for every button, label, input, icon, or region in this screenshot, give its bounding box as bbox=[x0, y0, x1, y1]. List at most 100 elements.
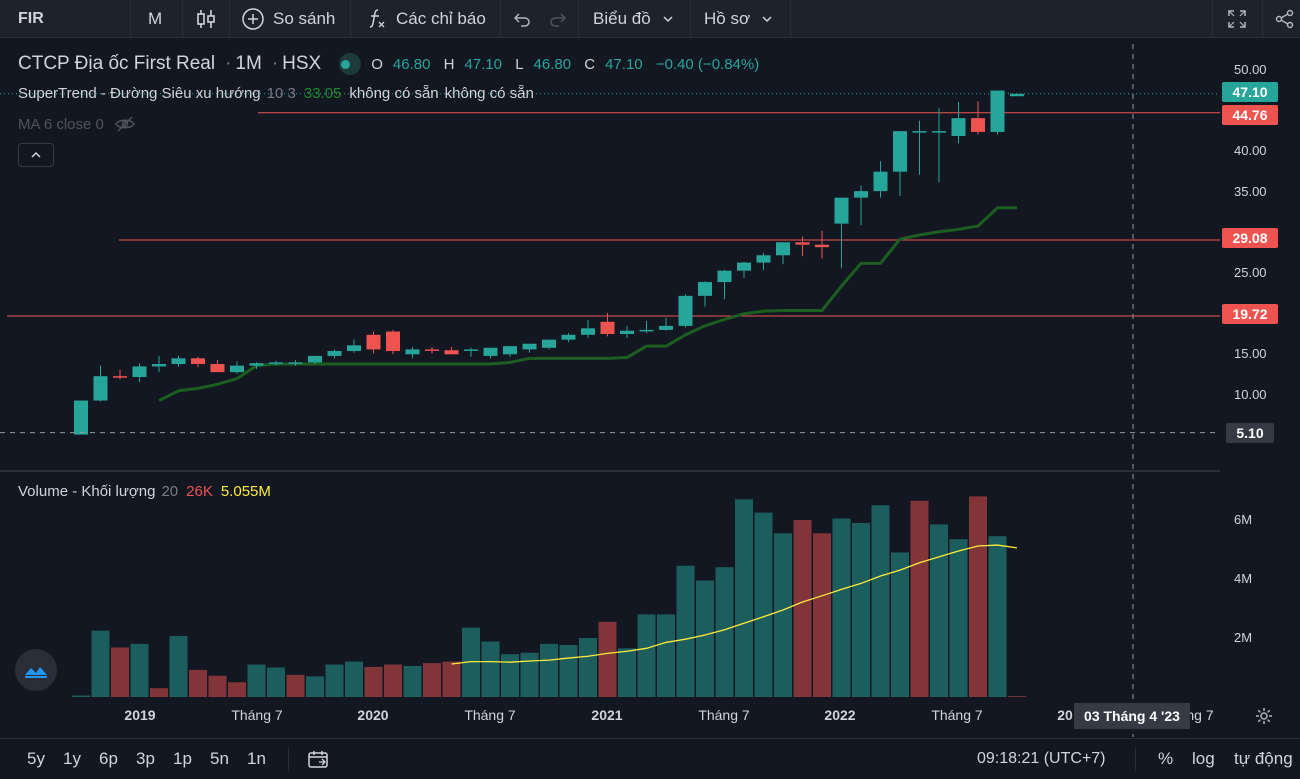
time-tick-label: 2020 bbox=[357, 707, 389, 723]
time-tick-label: 2022 bbox=[824, 707, 856, 723]
price-tick-label: 15.00 bbox=[1234, 346, 1267, 362]
settings-icon[interactable] bbox=[1254, 706, 1274, 731]
horizontal-line-tag: 44.76 bbox=[1222, 105, 1278, 125]
candle-body bbox=[737, 262, 751, 271]
candle-body bbox=[971, 118, 985, 132]
log-toggle[interactable]: log bbox=[1192, 749, 1215, 768]
range-5y[interactable]: 5y bbox=[27, 749, 45, 768]
undo-button[interactable] bbox=[512, 0, 532, 38]
volume-bar bbox=[696, 580, 714, 697]
market-status-icon[interactable] bbox=[339, 53, 362, 75]
range-1y[interactable]: 1y bbox=[63, 749, 81, 768]
cloud-icon bbox=[25, 667, 47, 678]
candle-body bbox=[503, 346, 517, 355]
chart-canvas[interactable] bbox=[0, 38, 1300, 738]
volume-bar bbox=[852, 522, 870, 697]
volume-bar bbox=[871, 505, 890, 697]
candle bbox=[74, 400, 88, 435]
eye-crossed-icon[interactable] bbox=[114, 115, 136, 133]
toolbar-divider bbox=[350, 0, 351, 38]
candle bbox=[132, 363, 147, 382]
candle bbox=[464, 347, 478, 357]
redo-icon bbox=[550, 13, 567, 27]
auto-scale-toggle[interactable]: tự động bbox=[1234, 749, 1293, 768]
supertrend-label: SuperTrend - Đường Siêu xu hướng bbox=[18, 85, 261, 102]
chart-type-label: Biểu đồ bbox=[593, 9, 651, 28]
ma-legend[interactable]: MA 6 close 0 bbox=[18, 115, 136, 133]
tradingview-logo[interactable] bbox=[15, 649, 57, 691]
symbol-search[interactable]: FIR bbox=[18, 10, 44, 27]
compare-button[interactable]: So sánh bbox=[241, 0, 335, 38]
volume-bar bbox=[247, 664, 266, 697]
range-3m[interactable]: 3p bbox=[136, 749, 155, 768]
volume-tick-label: 2M bbox=[1234, 630, 1253, 645]
goto-date-button[interactable] bbox=[307, 739, 329, 779]
share-button[interactable] bbox=[1274, 0, 1296, 38]
candle-body bbox=[308, 355, 322, 363]
profile-label: Hồ sơ bbox=[704, 9, 751, 28]
range-1d[interactable]: 1n bbox=[247, 749, 266, 768]
range-1m[interactable]: 1p bbox=[173, 749, 192, 768]
candle-body bbox=[561, 334, 576, 340]
legend-exchange: HSX bbox=[282, 53, 322, 74]
redo-button[interactable] bbox=[548, 0, 568, 38]
volume-bar bbox=[501, 654, 519, 697]
indicators-label: Các chỉ báo bbox=[396, 9, 486, 28]
candle-body bbox=[249, 363, 264, 366]
profile-dropdown[interactable]: Hồ sơ bbox=[704, 0, 774, 38]
current-price-tag: 47.10 bbox=[1222, 82, 1278, 102]
candle bbox=[971, 101, 985, 135]
fullscreen-button[interactable] bbox=[1226, 0, 1248, 38]
candle-body bbox=[210, 364, 225, 373]
toolbar-divider bbox=[182, 0, 183, 38]
candle-body bbox=[288, 362, 303, 364]
candle bbox=[425, 346, 439, 354]
volume-bar bbox=[715, 567, 734, 697]
range-6m[interactable]: 6p bbox=[99, 749, 118, 768]
interval-button[interactable]: M bbox=[148, 9, 163, 28]
candle bbox=[191, 356, 205, 368]
volume-bar bbox=[325, 664, 344, 697]
candle bbox=[815, 230, 829, 259]
candle-body bbox=[932, 131, 946, 133]
candle bbox=[542, 339, 556, 350]
chevron-up-icon bbox=[31, 151, 41, 158]
chevron-down-icon bbox=[762, 16, 772, 23]
candle bbox=[386, 329, 400, 355]
volume-legend[interactable]: Volume - Khối lượng 20 26K 5.055M bbox=[18, 483, 271, 500]
volume-bar bbox=[150, 688, 168, 697]
volume-bar bbox=[618, 648, 636, 697]
candle bbox=[581, 320, 595, 339]
supertrend-legend[interactable]: SuperTrend - Đường Siêu xu hướng 10 3 33… bbox=[18, 85, 534, 102]
candle-body bbox=[74, 400, 88, 435]
function-icon bbox=[369, 9, 385, 28]
range-5d[interactable]: 5n bbox=[210, 749, 229, 768]
price-tick-label: 50.00 bbox=[1234, 62, 1267, 78]
indicators-button[interactable]: Các chỉ báo bbox=[364, 0, 486, 38]
candle bbox=[1010, 93, 1024, 97]
candle-body bbox=[854, 191, 868, 198]
percent-toggle[interactable]: % bbox=[1158, 749, 1174, 768]
ma-label: MA 6 close 0 bbox=[18, 115, 104, 133]
volume-bar bbox=[189, 669, 207, 697]
legend-interval: 1M bbox=[235, 53, 262, 74]
candle-body bbox=[230, 365, 244, 373]
candle-body bbox=[113, 376, 127, 378]
crosshair-date-label: 03 Tháng 4 '23 bbox=[1074, 703, 1190, 729]
bottom-divider bbox=[288, 747, 289, 771]
candle bbox=[951, 101, 966, 144]
volume-bar bbox=[774, 533, 792, 697]
supertrend-params: 10 3 bbox=[266, 85, 296, 102]
pane-separator[interactable] bbox=[0, 470, 1220, 472]
chart-type-dropdown[interactable]: Biểu đồ bbox=[593, 0, 675, 38]
share-icon bbox=[1275, 9, 1294, 29]
candle-body bbox=[132, 366, 147, 377]
candle-body bbox=[834, 197, 849, 224]
time-tick-label: Tháng 7 bbox=[231, 707, 283, 723]
candle bbox=[932, 108, 946, 183]
volume-tick-label: 6M bbox=[1234, 512, 1253, 527]
collapse-legend-button[interactable] bbox=[18, 143, 54, 167]
volume-bar bbox=[657, 614, 675, 697]
candles-icon[interactable] bbox=[195, 0, 217, 38]
clock[interactable]: 09:18:21 (UTC+7) bbox=[977, 750, 1106, 767]
